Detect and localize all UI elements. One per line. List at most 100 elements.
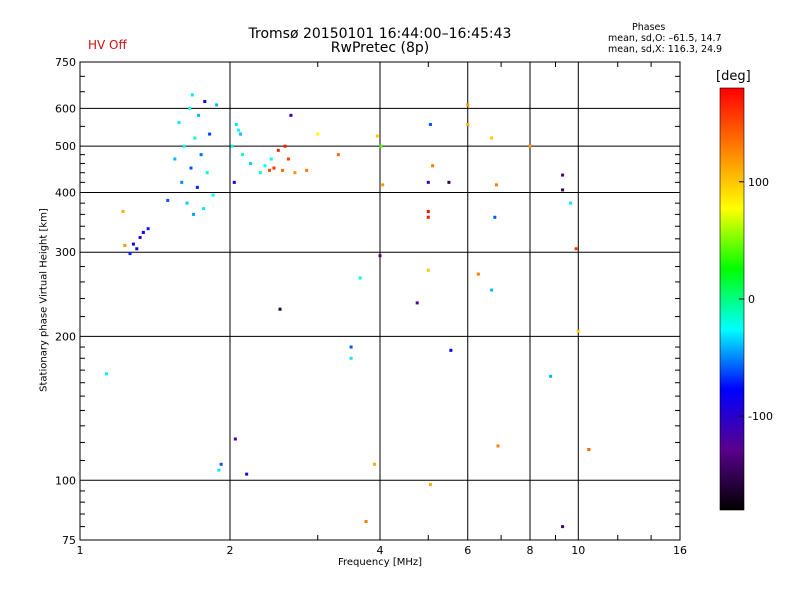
data-point xyxy=(528,144,532,148)
phase-colorbar: 100 0 -100 xyxy=(719,87,773,511)
data-point xyxy=(230,144,234,148)
data-point xyxy=(135,247,139,251)
data-point xyxy=(138,236,142,240)
data-point xyxy=(195,185,199,189)
data-point xyxy=(349,356,353,360)
y-tick-label: 100 xyxy=(55,474,76,487)
data-point xyxy=(569,201,573,205)
x-tick-label: 2 xyxy=(227,544,234,557)
data-point xyxy=(208,132,212,136)
y-tick-label: 400 xyxy=(55,186,76,199)
x-tick-label: 1 xyxy=(77,544,84,557)
data-point xyxy=(426,180,430,184)
x-tick-label: 16 xyxy=(673,544,687,557)
data-point xyxy=(428,482,432,486)
chart-subtitle: RwPretec (8p) xyxy=(330,40,430,56)
data-point xyxy=(379,144,383,148)
data-point xyxy=(258,171,262,175)
data-point xyxy=(428,123,432,127)
data-point xyxy=(431,164,435,168)
grid-lines xyxy=(80,62,680,540)
y-tick-label: 750 xyxy=(55,56,76,69)
data-point xyxy=(217,468,221,472)
data-point xyxy=(121,210,125,214)
x-axis-label: Frequency [MHz] xyxy=(337,557,423,568)
data-point xyxy=(202,207,206,211)
colorbar-unit-label: [deg] xyxy=(716,69,751,84)
data-point xyxy=(278,307,282,311)
data-point xyxy=(131,242,135,246)
data-point xyxy=(146,227,150,231)
data-point xyxy=(272,166,276,170)
data-point xyxy=(185,201,189,205)
y-tick-label: 600 xyxy=(55,102,76,115)
data-point xyxy=(349,345,353,349)
data-point xyxy=(574,247,578,251)
x-tick-label: 8 xyxy=(527,544,534,557)
data-point xyxy=(415,301,419,305)
data-point xyxy=(190,93,194,97)
data-point xyxy=(561,173,565,177)
data-point xyxy=(182,144,186,148)
phases-legend-x-mode: mean, sd,X: 116.3, 24.9 xyxy=(608,44,723,55)
data-point xyxy=(466,103,470,107)
data-point xyxy=(496,444,500,448)
data-point xyxy=(466,123,470,127)
data-point xyxy=(587,447,591,451)
data-point xyxy=(381,183,385,187)
data-point xyxy=(128,252,132,256)
data-point xyxy=(269,157,273,161)
x-tick-label: 6 xyxy=(464,544,471,557)
data-point xyxy=(192,212,196,216)
data-point xyxy=(283,144,287,148)
data-point xyxy=(267,168,271,172)
data-point xyxy=(426,210,430,214)
data-point xyxy=(378,254,382,258)
x-tick-label: 10 xyxy=(571,544,585,557)
data-point xyxy=(193,136,197,140)
data-point xyxy=(549,374,553,378)
data-point xyxy=(449,348,453,352)
data-point xyxy=(373,462,377,466)
y-axis-ticks: 75 100 200 300 400 500 600 750 xyxy=(55,56,680,547)
y-tick-label: 75 xyxy=(62,534,76,547)
data-point xyxy=(293,171,297,175)
phases-legend: Phases mean, sd,O: –61.5, 14.7 mean, sd,… xyxy=(608,22,798,55)
data-point xyxy=(249,161,253,165)
data-point xyxy=(239,132,243,136)
chart-title: Tromsø 20150101 16:44:00–16:45:43 xyxy=(248,26,512,42)
data-point xyxy=(358,276,362,280)
data-points xyxy=(104,93,591,529)
data-point xyxy=(241,153,245,157)
data-point xyxy=(281,168,285,172)
y-tick-label: 500 xyxy=(55,140,76,153)
data-point xyxy=(447,180,451,184)
data-point xyxy=(205,171,209,175)
data-point xyxy=(199,153,203,157)
data-point xyxy=(289,113,293,117)
plot-frame xyxy=(79,61,681,541)
y-tick-label: 300 xyxy=(55,246,76,259)
data-point xyxy=(180,180,184,184)
data-point xyxy=(166,198,170,202)
data-point xyxy=(490,136,494,140)
data-point xyxy=(141,230,145,234)
data-point xyxy=(426,268,430,272)
colorbar-tick-label: -100 xyxy=(748,410,773,423)
data-point xyxy=(576,329,580,333)
data-point xyxy=(476,272,480,276)
data-point xyxy=(236,128,240,132)
data-point xyxy=(234,123,238,127)
data-point xyxy=(245,472,249,476)
data-point xyxy=(305,168,309,172)
data-point xyxy=(123,243,127,247)
data-point xyxy=(177,121,181,125)
data-point xyxy=(203,100,207,104)
data-point xyxy=(493,215,497,219)
data-point xyxy=(276,148,280,152)
data-point xyxy=(211,193,215,197)
phases-legend-title: Phases xyxy=(632,22,666,33)
data-point xyxy=(263,164,267,168)
x-tick-label: 4 xyxy=(377,544,384,557)
